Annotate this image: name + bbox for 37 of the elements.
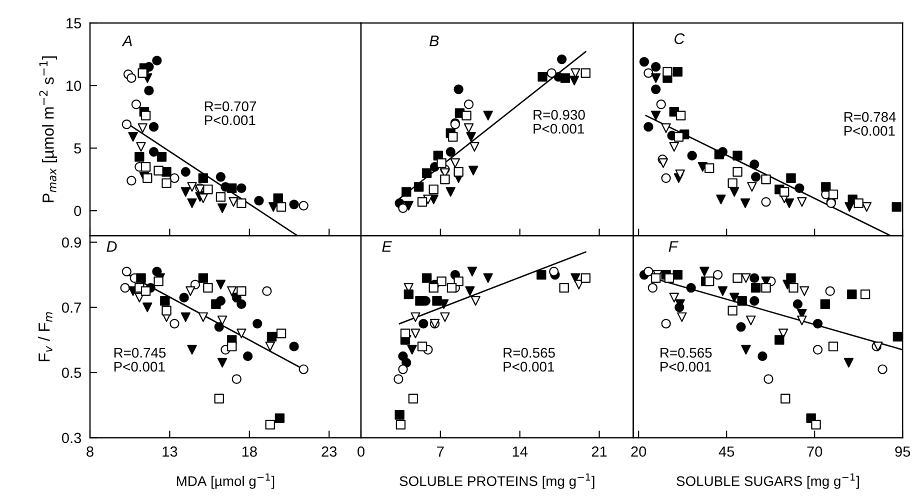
x-tick-label: 20: [631, 446, 646, 457]
y-tick-label: 0.9: [62, 237, 81, 248]
annotation: R=0.565 P<0.001: [660, 348, 712, 372]
annotation: R=0.745 P<0.001: [114, 348, 166, 372]
annotation: E: [382, 241, 392, 252]
annotation: R=0.930 P<0.001: [534, 110, 585, 134]
x-tick-label: 23: [322, 446, 337, 457]
x-axis-title: SOLUBLE PROTEINS [mg g$^{−1}$]: [400, 474, 594, 489]
annotation: C: [674, 33, 685, 44]
x-tick-label: 13: [162, 446, 178, 457]
x-tick-label: 18: [242, 446, 257, 457]
x-axis-title: MDA [µmol g$^{−1}$]: [176, 474, 274, 489]
x-tick-label: 14: [512, 446, 528, 457]
annotation: A: [122, 36, 132, 46]
x-tick-label: 21: [592, 446, 607, 457]
x-tick-label: 0: [358, 446, 364, 457]
y-axis-title: P$_{max}$ [µmol m$^{−2}$ s$^{−1}$]: [39, 56, 57, 202]
y-axis-title: F$_{v}$ / F$_{m}$: [38, 312, 52, 362]
x-tick-label: 95: [895, 446, 910, 457]
annotation: R=0.565 P<0.001: [504, 348, 555, 372]
x-axis-title: SOLUBLE SUGARS [mg g$^{−1}$]: [676, 474, 859, 489]
x-tick-label: 70: [807, 446, 822, 457]
annotation: D: [106, 241, 117, 252]
y-tick-label: 0.7: [62, 302, 81, 313]
annotation: F: [668, 241, 678, 252]
x-tick-label: 8: [86, 446, 94, 457]
annotation: R=0.707 P<0.001: [204, 101, 256, 126]
x-tick-label: 45: [718, 446, 734, 457]
annotation: B: [430, 36, 439, 46]
y-tick-label: 15: [66, 18, 82, 28]
y-tick-label: 5: [74, 143, 82, 154]
y-tick-label: 0.3: [62, 432, 82, 444]
y-tick-label: 10: [66, 80, 82, 91]
y-tick-label: 0.5: [62, 368, 82, 378]
y-tick-label: 0: [74, 206, 82, 216]
x-tick-label: 7: [437, 446, 444, 457]
annotation: R=0.784 P<0.001: [844, 112, 896, 136]
